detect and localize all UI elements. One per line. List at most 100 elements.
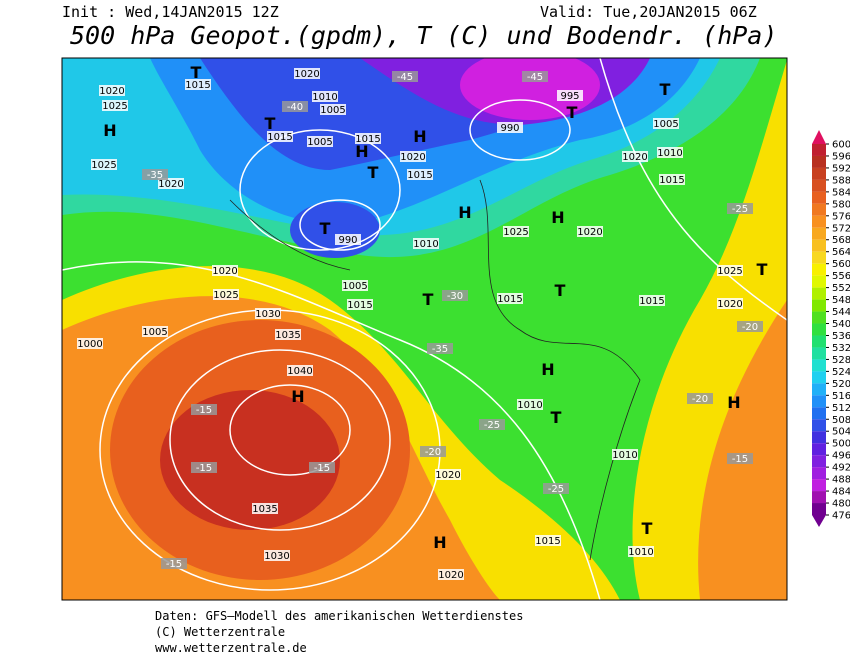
label-box	[479, 419, 505, 430]
label-box	[99, 85, 125, 96]
pressure-center: T	[555, 281, 566, 300]
colorbar-segment	[812, 443, 826, 456]
label-box	[355, 133, 381, 144]
colorbar-label: 484	[832, 487, 850, 498]
label-box	[335, 234, 361, 245]
contour-label: 1010	[612, 450, 637, 461]
label-box	[307, 136, 333, 147]
footer-line: www.wetterzentrale.de	[155, 641, 307, 655]
label-box	[659, 174, 685, 185]
contour-label: 1005	[342, 281, 367, 292]
pressure-center: H	[433, 533, 446, 552]
contour-label: 1020	[577, 227, 602, 238]
contour-label: 1015	[639, 296, 664, 307]
contour-label: 990	[500, 123, 519, 134]
contour-label: 1025	[717, 266, 742, 277]
contour-label: -15	[196, 405, 212, 416]
colorbar-label: 532	[832, 343, 850, 354]
colorbar-label: 516	[832, 391, 850, 402]
contour-label: -45	[527, 72, 543, 83]
label-box	[287, 365, 313, 376]
pressure-center: H	[727, 393, 740, 412]
label-box	[442, 290, 468, 301]
label-box	[282, 101, 308, 112]
contour-label: 1025	[503, 227, 528, 238]
map-title: 500 hPa Geopot.(gpdm), T (C) und Bodendr…	[70, 21, 777, 50]
contour-label: -25	[484, 420, 500, 431]
label-box	[517, 399, 543, 410]
label-box	[639, 295, 665, 306]
colorbar-segment	[812, 371, 826, 384]
contour-label: 1005	[653, 119, 678, 130]
colorbar-cap	[812, 515, 826, 527]
pressure-center: T	[320, 219, 331, 238]
colorbar-label: 524	[832, 367, 850, 378]
contour-label: -35	[147, 170, 163, 181]
colorbar-segment	[812, 263, 826, 276]
label-box	[392, 71, 418, 82]
colorbar-label: 540	[832, 319, 850, 330]
pressure-center: T	[368, 163, 379, 182]
label-box	[557, 90, 583, 101]
label-box	[191, 462, 217, 473]
label-box	[622, 151, 648, 162]
pressure-center: H	[551, 208, 564, 227]
contour-label: -25	[732, 204, 748, 215]
label-box	[503, 226, 529, 237]
contour-label: -15	[196, 463, 212, 474]
contour-label: 1010	[413, 239, 438, 250]
label-box	[438, 569, 464, 580]
colorbar-segment	[812, 179, 826, 192]
contour-label: 1015	[185, 80, 210, 91]
contour-label: -15	[732, 454, 748, 465]
contour-label: 1020	[158, 179, 183, 190]
colorbar-label: 480	[832, 499, 850, 510]
label-box	[142, 169, 168, 180]
label-box	[91, 159, 117, 170]
label-box	[400, 151, 426, 162]
colorbar-label: 584	[832, 187, 850, 198]
colorbar-label: 556	[832, 271, 850, 282]
colorbar-label: 600	[832, 140, 850, 151]
label-box	[717, 265, 743, 276]
contour-label: 1020	[400, 152, 425, 163]
contour-label: 1015	[497, 294, 522, 305]
label-box	[255, 308, 281, 319]
contour-label: 1010	[312, 92, 337, 103]
valid-time: Valid: Tue,20JAN2015 06Z	[540, 3, 757, 21]
pressure-center: T	[265, 114, 276, 133]
contour-label: 1015	[355, 134, 380, 145]
label-box	[612, 449, 638, 460]
colorbar-label: 512	[832, 403, 850, 414]
colorbar-label: 492	[832, 463, 850, 474]
label-box	[717, 298, 743, 309]
colorbar-label: 520	[832, 379, 850, 390]
label-box	[294, 68, 320, 79]
colorbar-segment	[812, 431, 826, 444]
contour-label: 1020	[435, 470, 460, 481]
label-box	[142, 326, 168, 337]
label-box	[312, 91, 338, 102]
pressure-center: H	[541, 360, 554, 379]
label-box	[347, 299, 373, 310]
colorbar-segment	[812, 227, 826, 240]
label-box	[413, 238, 439, 249]
colorbar-label: 568	[832, 235, 850, 246]
pressure-center: T	[757, 260, 768, 279]
footer-line: Daten: GFS–Modell des amerikanischen Wet…	[155, 609, 523, 623]
pressure-center: T	[660, 80, 671, 99]
colorbar-segment	[812, 311, 826, 324]
colorbar-label: 548	[832, 295, 850, 306]
colorbar-label: 476	[832, 511, 850, 522]
label-box	[342, 280, 368, 291]
colorbar-label: 500	[832, 439, 850, 450]
colorbar-segment	[812, 503, 826, 515]
label-box	[420, 446, 446, 457]
colorbar-segment	[812, 203, 826, 216]
contour-label: -15	[166, 559, 182, 570]
contour-label: -35	[432, 344, 448, 355]
colorbar-segment	[812, 347, 826, 360]
contour-label: 1015	[535, 536, 560, 547]
colorbar-segment	[812, 299, 826, 312]
